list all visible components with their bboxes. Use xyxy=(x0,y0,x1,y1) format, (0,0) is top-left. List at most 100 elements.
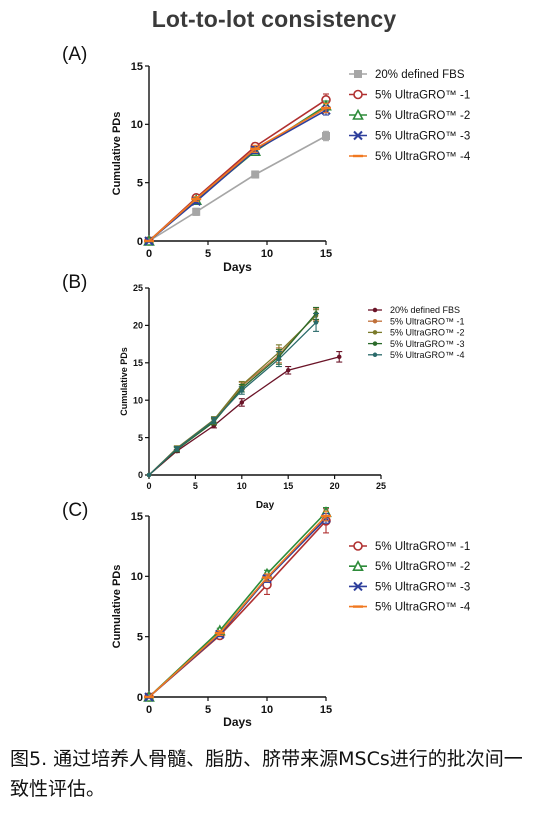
figure-title: Lot-to-lot consistency xyxy=(151,6,397,32)
series-line xyxy=(148,135,327,242)
x-tick-label: 10 xyxy=(261,704,273,716)
x-axis-label: Days xyxy=(223,260,252,274)
x-tick-label: 0 xyxy=(146,704,152,716)
y-tick-label: 10 xyxy=(133,395,143,405)
legend-marker xyxy=(372,341,378,346)
legend-label: 5% UltraGRO™ -3 xyxy=(390,339,465,349)
legend-label: 5% UltraGRO™ -1 xyxy=(375,541,470,553)
legend-entry: 5% UltraGRO™ -1 xyxy=(349,541,470,553)
legend-entry: 5% UltraGRO™ -3 xyxy=(349,131,470,143)
x-tick-label: 25 xyxy=(376,481,386,491)
legend-label: 5% UltraGRO™ -1 xyxy=(375,90,470,102)
legend-marker xyxy=(372,352,378,358)
panel-a-label: (A) xyxy=(62,44,88,65)
legend-marker xyxy=(352,108,364,120)
y-tick-label: 5 xyxy=(138,433,143,443)
data-point xyxy=(146,472,152,478)
series-line xyxy=(148,107,327,242)
legend-entry: 5% UltraGRO™ -3 xyxy=(368,339,465,349)
legend-label: 20% defined FBS xyxy=(375,69,465,81)
legend-entry: 20% defined FBS xyxy=(349,69,465,81)
y-tick-label: 5 xyxy=(137,632,143,644)
data-point xyxy=(174,446,180,452)
legend-marker xyxy=(372,330,378,335)
x-axis-label: Day xyxy=(256,500,275,511)
legend-label: 5% UltraGRO™ -2 xyxy=(375,561,470,573)
panel-b-label: (B) xyxy=(62,272,88,293)
data-point xyxy=(192,207,201,216)
chart-b: 0 5 10 15 20 25 0 5 10 15 20 25 Day Cumulative PDs 20%… xyxy=(119,283,465,511)
legend-label: 5% UltraGRO™ -3 xyxy=(375,581,470,593)
legend-entry: 5% UltraGRO™ -1 xyxy=(368,316,465,326)
y-tick-label: 20 xyxy=(133,321,143,331)
legend-marker xyxy=(354,70,362,78)
legend-label: 5% UltraGRO™ -4 xyxy=(375,151,471,163)
data-point xyxy=(313,320,319,325)
series-5 xyxy=(144,102,331,243)
legend-entry: 5% UltraGRO™ -2 xyxy=(349,559,470,573)
legend-entry: 5% UltraGRO™ -4 xyxy=(368,350,465,360)
legend-marker xyxy=(372,318,378,324)
legend-label: 5% UltraGRO™ -4 xyxy=(375,602,471,614)
legend-marker xyxy=(372,307,378,313)
y-tick-label: 10 xyxy=(131,119,143,131)
legend-entry: 20% defined FBS xyxy=(368,305,460,315)
series-line xyxy=(148,511,327,698)
y-axis-label: Cumulative PDs xyxy=(119,347,129,416)
data-point xyxy=(285,368,291,373)
series-line xyxy=(148,515,327,698)
x-tick-label: 20 xyxy=(330,481,340,491)
legend-entry: 5% UltraGRO™ -4 xyxy=(349,151,471,163)
y-axis-label: Cumulative PDs xyxy=(111,565,123,649)
chart-a: 0 5 10 15 0 5 10 15 Days Cumulative PDs 20% define… xyxy=(111,61,471,274)
y-tick-label: 15 xyxy=(131,61,143,73)
y-tick-label: 5 xyxy=(137,178,143,190)
legend-marker xyxy=(353,541,363,551)
y-tick-label: 10 xyxy=(131,571,143,583)
legend-entry: 5% UltraGRO™ -2 xyxy=(349,108,470,122)
y-axis-label: Cumulative PDs xyxy=(111,112,123,196)
x-tick-label: 15 xyxy=(320,248,332,260)
data-point xyxy=(239,388,245,393)
data-point xyxy=(322,132,330,140)
legend-entry: 5% UltraGRO™ -4 xyxy=(349,602,471,614)
x-tick-label: 0 xyxy=(146,481,151,491)
legend-label: 5% UltraGRO™ -2 xyxy=(375,110,470,122)
data-point xyxy=(276,356,282,362)
legend-entry: 5% UltraGRO™ -2 xyxy=(368,328,465,338)
series-line xyxy=(148,517,327,698)
data-point xyxy=(336,354,342,360)
panel-c-label: (C) xyxy=(62,500,89,521)
legend-label: 20% defined FBS xyxy=(390,305,460,315)
legend-label: 5% UltraGRO™ -1 xyxy=(390,316,465,326)
x-tick-label: 15 xyxy=(320,704,332,716)
x-tick-label: 5 xyxy=(193,481,198,491)
y-tick-label: 0 xyxy=(137,692,143,704)
y-tick-label: 15 xyxy=(133,358,143,368)
y-tick-label: 25 xyxy=(133,283,143,293)
legend-marker xyxy=(353,581,363,592)
legend-marker xyxy=(352,559,364,572)
legend-marker xyxy=(353,130,363,141)
data-point xyxy=(251,170,260,179)
x-tick-label: 15 xyxy=(283,481,293,491)
y-tick-label: 15 xyxy=(131,511,143,523)
x-tick-label: 5 xyxy=(205,704,211,716)
data-point xyxy=(211,418,217,423)
legend-label: 5% UltraGRO™ -4 xyxy=(390,350,465,360)
x-tick-label: 10 xyxy=(261,248,273,260)
legend-entry: 5% UltraGRO™ -1 xyxy=(349,90,470,102)
x-tick-label: 5 xyxy=(205,248,211,260)
series-2 xyxy=(143,506,332,702)
series-line xyxy=(148,109,327,242)
series-5 xyxy=(146,312,320,478)
legend-label: 5% UltraGRO™ -2 xyxy=(390,328,465,338)
series-4 xyxy=(144,510,331,699)
legend-label: 5% UltraGRO™ -3 xyxy=(375,131,470,143)
x-tick-label: 10 xyxy=(237,481,247,491)
series-line xyxy=(148,356,340,476)
legend-entry: 5% UltraGRO™ -3 xyxy=(349,581,470,593)
chart-c: 0 5 10 15 0 5 10 15 Days Cumulative PDs 5% UltraGR… xyxy=(111,506,471,729)
data-point xyxy=(239,400,245,405)
legend-marker xyxy=(353,89,363,100)
